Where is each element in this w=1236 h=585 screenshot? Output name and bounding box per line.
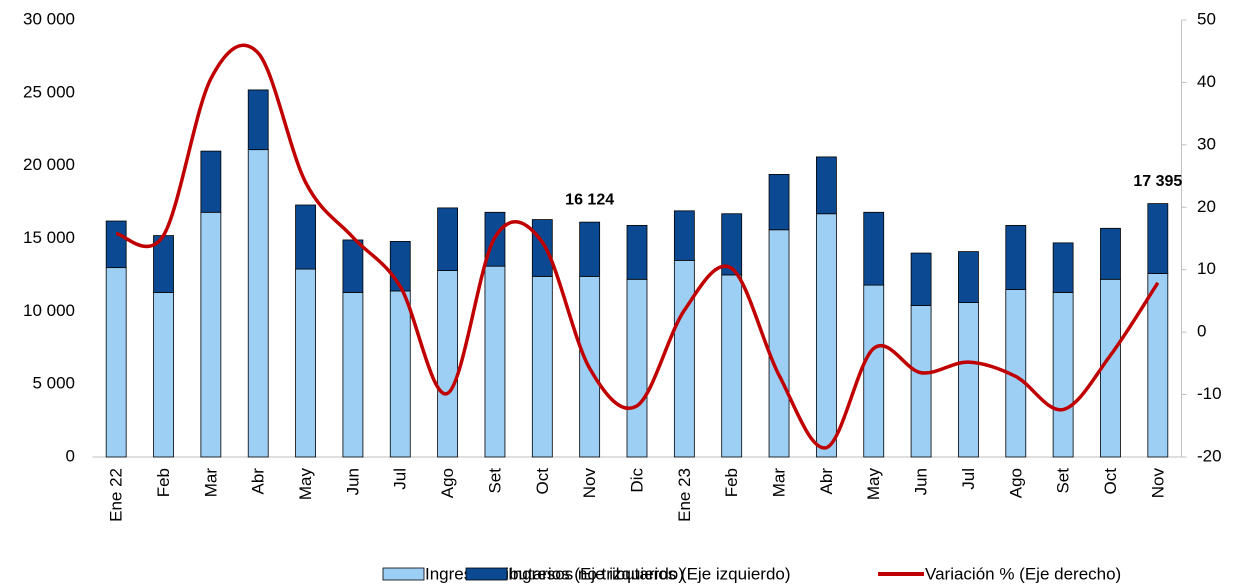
y-tick-label: 5 000: [32, 374, 75, 393]
bar: [768, 174, 790, 231]
x-tick-label: Jul: [959, 468, 978, 490]
bar: [1052, 242, 1074, 293]
bar: [153, 291, 174, 458]
bar: [626, 278, 648, 458]
bar: [863, 211, 885, 286]
bar: [531, 219, 553, 277]
x-tick-label: Mar: [770, 468, 789, 498]
bar: [437, 270, 459, 458]
x-tick-label: Abr: [249, 468, 268, 495]
bar: [1005, 224, 1027, 290]
bar: [531, 275, 553, 458]
legend-label: Ingresos no tributarios (Eje izquierdo): [508, 564, 791, 583]
bar: [673, 259, 695, 458]
y-tick-label: 10 000: [23, 301, 75, 320]
x-tick-label: Nov: [1148, 468, 1167, 499]
y2-tick-label: -20: [1197, 446, 1222, 465]
bar: [958, 302, 979, 458]
bar: [910, 305, 932, 458]
y2-tick-label: 50: [1197, 9, 1216, 28]
legend-swatch: [382, 567, 425, 581]
annotation: 16 124: [565, 191, 614, 208]
bar: [958, 251, 979, 303]
x-tick-label: Jul: [391, 468, 410, 490]
bar: [200, 150, 222, 213]
x-tick-label: May: [864, 468, 883, 501]
bar: [721, 213, 743, 276]
bar: [295, 204, 316, 270]
bar: [910, 252, 932, 306]
y2-tick-label: 30: [1197, 134, 1216, 153]
x-tick-label: Nov: [580, 468, 599, 499]
annotation: 17 395: [1133, 173, 1182, 190]
x-tick-label: Mar: [201, 468, 220, 498]
bar: [105, 267, 127, 458]
bar: [768, 229, 790, 458]
y-tick-label: 20 000: [23, 155, 75, 174]
y2-tick-label: -10: [1197, 384, 1222, 403]
bar: [626, 224, 648, 280]
bar: [1052, 291, 1074, 458]
y2-tick-label: 40: [1197, 72, 1216, 91]
bar: [200, 211, 222, 458]
y-tick-label: 0: [66, 446, 75, 465]
bar: [342, 239, 364, 293]
bar: [815, 213, 837, 458]
x-tick-label: Dic: [627, 468, 646, 493]
x-tick-label: Ago: [1006, 468, 1025, 498]
bar: [105, 220, 127, 269]
x-tick-label: Jun: [343, 468, 362, 495]
x-tick-label: Feb: [154, 468, 173, 497]
bar: [247, 149, 269, 458]
y2-tick-label: 20: [1197, 197, 1216, 216]
legend-label: Variación % (Eje derecho): [925, 564, 1121, 583]
y-tick-label: 15 000: [23, 228, 75, 247]
x-tick-label: Set: [1054, 468, 1073, 494]
bar: [721, 274, 743, 458]
bar: [295, 268, 316, 458]
bar: [389, 290, 411, 458]
bar: [1147, 273, 1169, 458]
bar: [437, 207, 459, 271]
bar: [342, 291, 364, 458]
y2-tick-label: 0: [1197, 322, 1206, 341]
x-tick-label: Oct: [1101, 468, 1120, 495]
y-tick-label: 25 000: [23, 82, 75, 101]
y-tick-label: 30 000: [23, 9, 75, 28]
line: [115, 43, 1160, 450]
x-tick-label: Feb: [722, 468, 741, 497]
x-tick-label: Ene 22: [107, 468, 126, 522]
bar: [863, 284, 885, 458]
x-tick-label: Jun: [912, 468, 931, 495]
x-tick-label: Ene 23: [675, 468, 694, 522]
y2-tick-label: 10: [1197, 259, 1216, 278]
x-tick-label: Abr: [817, 468, 836, 495]
bar: [1100, 227, 1121, 280]
bar: [673, 210, 695, 261]
x-tick-label: Ago: [438, 468, 457, 498]
bar: [247, 89, 269, 151]
x-tick-label: Set: [485, 468, 504, 494]
x-tick-label: Oct: [533, 468, 552, 495]
x-tick-label: May: [296, 468, 315, 501]
bar: [484, 265, 506, 458]
legend-swatch: [465, 567, 508, 581]
bar: [1147, 203, 1169, 274]
bar: [579, 221, 601, 277]
bar: [815, 156, 837, 215]
